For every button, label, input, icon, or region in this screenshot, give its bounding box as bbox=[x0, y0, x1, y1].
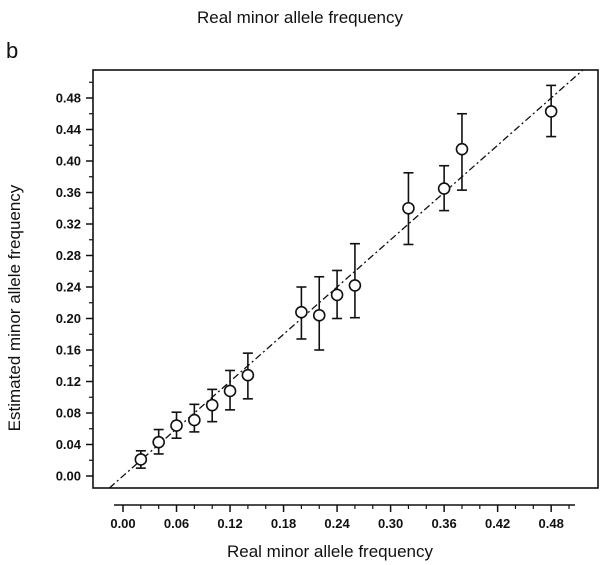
data-point bbox=[330, 269, 344, 320]
point-marker bbox=[348, 279, 362, 292]
panel-label: b bbox=[6, 38, 19, 63]
x-tick-label: 0.18 bbox=[271, 516, 296, 531]
data-point bbox=[170, 411, 183, 440]
point-marker bbox=[223, 384, 237, 398]
data-points bbox=[134, 84, 558, 469]
y-tick-label: 0.24 bbox=[56, 280, 82, 295]
x-tick-label: 0.42 bbox=[485, 516, 510, 531]
y-tick-label: 0.40 bbox=[56, 154, 81, 169]
x-tick-label: 0.24 bbox=[324, 516, 350, 531]
point-marker bbox=[544, 105, 558, 118]
y-tick-label: 0.00 bbox=[56, 469, 81, 484]
point-marker bbox=[205, 398, 219, 412]
y-tick-label: 0.08 bbox=[56, 406, 81, 421]
data-point bbox=[402, 172, 415, 246]
data-point bbox=[205, 388, 219, 423]
data-point bbox=[455, 112, 469, 191]
y-tick-label: 0.48 bbox=[56, 91, 81, 106]
data-point bbox=[188, 403, 201, 433]
point-marker bbox=[170, 419, 183, 432]
y-axis: 0.00 0.04 0.08 0.12 0.16 0.20 0.24 0.28 0.32 0.36… bbox=[56, 81, 93, 484]
x-tick-label: 0.00 bbox=[110, 516, 135, 531]
point-marker bbox=[437, 182, 451, 195]
y-tick-label: 0.28 bbox=[56, 248, 81, 263]
y-tick-label: 0.44 bbox=[56, 122, 82, 137]
y-tick-label: 0.12 bbox=[56, 374, 81, 389]
data-point bbox=[348, 242, 362, 319]
point-marker bbox=[312, 309, 326, 322]
data-point bbox=[312, 275, 326, 351]
figure-top-title: Real minor allele frequency bbox=[197, 8, 403, 27]
point-marker bbox=[188, 413, 201, 427]
data-point bbox=[152, 428, 165, 455]
y-tick-label: 0.36 bbox=[56, 185, 81, 200]
data-point bbox=[437, 164, 451, 212]
point-marker bbox=[330, 288, 344, 302]
data-point bbox=[544, 84, 558, 138]
point-marker bbox=[455, 142, 469, 156]
plot-frame bbox=[92, 69, 599, 489]
point-marker bbox=[241, 368, 255, 382]
x-tick-label: 0.12 bbox=[217, 516, 242, 531]
x-tick-label: 0.36 bbox=[431, 516, 456, 531]
x-axis: 0.00 0.06 0.12 0.18 0.24 0.30 0.36 0.42 0.48 bbox=[110, 504, 575, 531]
point-marker bbox=[295, 305, 308, 319]
x-tick-label: 0.06 bbox=[164, 516, 189, 531]
data-point bbox=[241, 352, 255, 400]
data-point bbox=[134, 449, 148, 469]
y-tick-label: 0.16 bbox=[56, 343, 81, 358]
point-marker bbox=[152, 435, 165, 449]
data-point bbox=[295, 286, 308, 340]
point-marker bbox=[134, 453, 148, 466]
point-marker bbox=[402, 201, 415, 215]
y-tick-label: 0.20 bbox=[56, 311, 81, 326]
y-tick-label: 0.32 bbox=[56, 217, 81, 232]
x-tick-label: 0.48 bbox=[539, 516, 564, 531]
x-tick-label: 0.30 bbox=[378, 516, 403, 531]
data-point bbox=[223, 369, 237, 411]
x-axis-label: Real minor allele frequency bbox=[227, 542, 433, 561]
y-tick-label: 0.04 bbox=[56, 437, 82, 452]
